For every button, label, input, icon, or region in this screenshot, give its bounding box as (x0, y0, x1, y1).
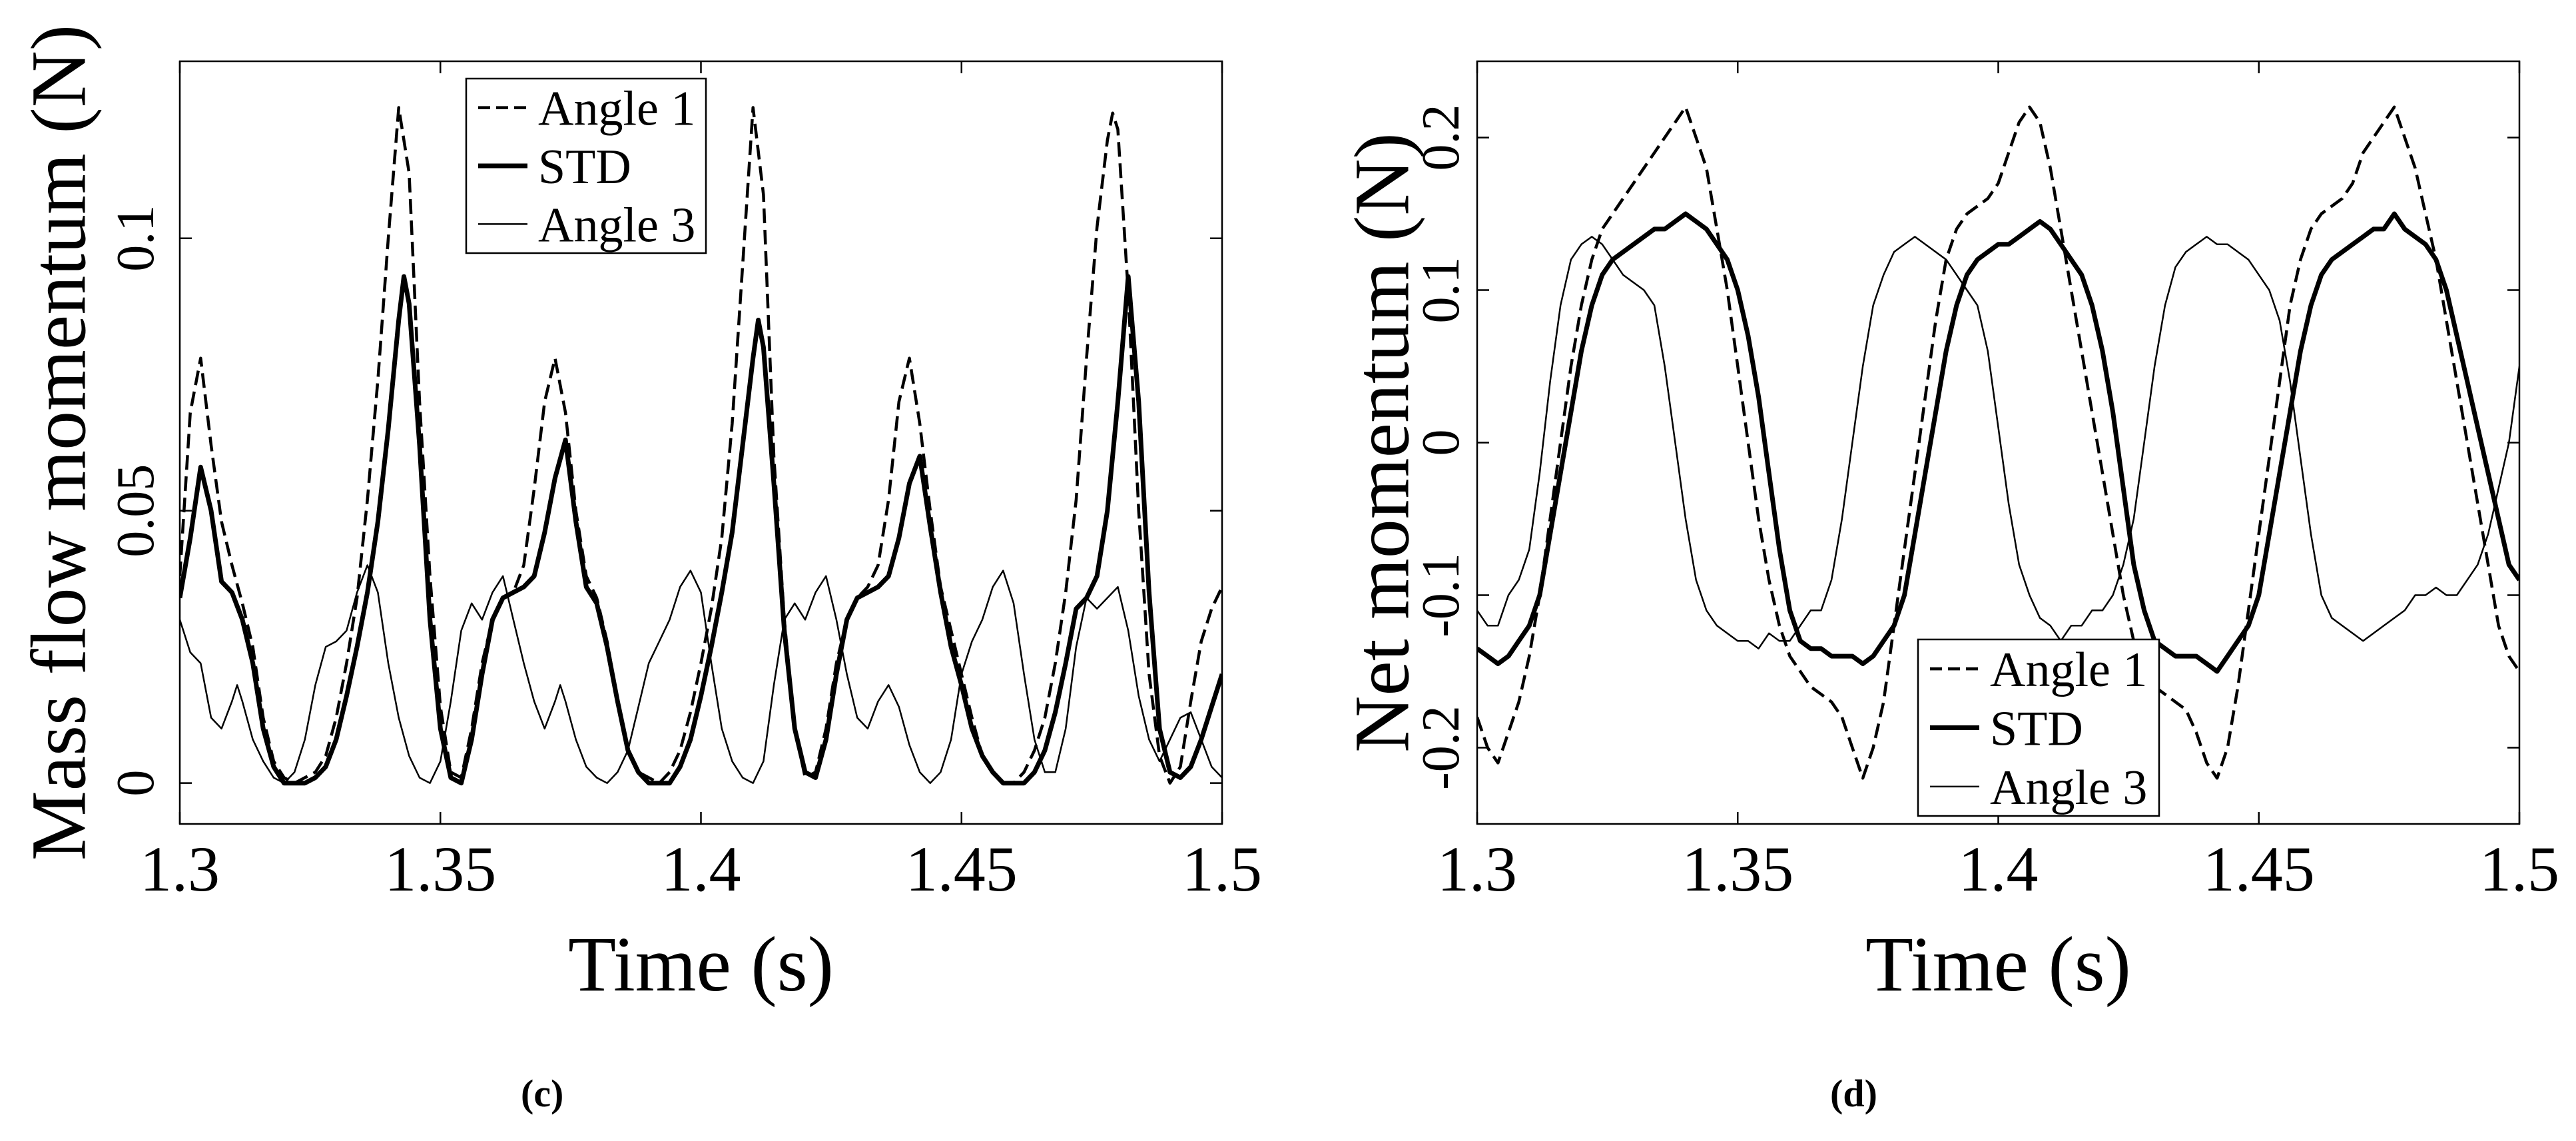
y-tick-label: 0.1 (107, 205, 165, 272)
x-tick-label: 1.5 (2479, 833, 2559, 905)
x-axis-label: Time (s) (568, 921, 834, 1008)
chart-panel-d: 1.3 1.35 1.4 1.45 1.5 -0.2 -0.1 0 0.1 0.2 Time (s)… (1339, 60, 2559, 1008)
series-line-std (1477, 211, 2519, 674)
x-tick-label: 1.35 (384, 833, 496, 905)
x-tick-label: 1.3 (1437, 833, 1517, 905)
x-tick-label: 1.5 (1182, 833, 1262, 905)
series-line-std (180, 274, 1222, 786)
panel-caption-d: (d) (1830, 1072, 1877, 1115)
x-tick-label: 1.4 (661, 833, 741, 905)
legend-label-std: STD (1990, 702, 2083, 757)
x-axis-label: Time (s) (1865, 921, 2131, 1008)
legend-label-angle-3: Angle 3 (1990, 761, 2147, 815)
y-tick-label: -0.2 (1412, 705, 1470, 790)
legend-label-angle-1: Angle 1 (538, 82, 695, 137)
y-axis-label: Net momentum (N) (1339, 133, 1426, 753)
legend-label-angle-3: Angle 3 (538, 198, 695, 252)
series-line-angle-1 (180, 106, 1222, 785)
x-tick-label: 1.4 (1959, 833, 2039, 905)
legend-label-std: STD (538, 140, 631, 194)
series-line-angle-1 (1477, 105, 2519, 780)
y-axis-label: Mass flow momentum (N) (15, 25, 103, 861)
legend-label-angle-1: Angle 1 (1990, 643, 2147, 697)
chart-panel-c: 1.3 1.35 1.4 1.45 1.5 0 0.05 0.1 Time (s) Mass fl… (15, 25, 1263, 1008)
y-tick-label: -0.1 (1412, 553, 1470, 637)
y-tick-label: 0 (107, 770, 165, 797)
y-tick-label: 0 (1412, 430, 1470, 456)
x-tick-label: 1.45 (906, 833, 1018, 905)
y-tick-label: 0.2 (1412, 105, 1470, 171)
x-tick-label: 1.35 (1682, 833, 1793, 905)
x-tick-label: 1.45 (2203, 833, 2315, 905)
y-tick-label: 0.05 (107, 464, 165, 558)
y-tick-label: 0.1 (1412, 257, 1470, 324)
series-line-angle-3 (180, 564, 1222, 784)
series-line-angle-3 (1477, 236, 2519, 649)
x-tick-label: 1.3 (140, 833, 220, 905)
panel-caption-c: (c) (521, 1072, 564, 1115)
